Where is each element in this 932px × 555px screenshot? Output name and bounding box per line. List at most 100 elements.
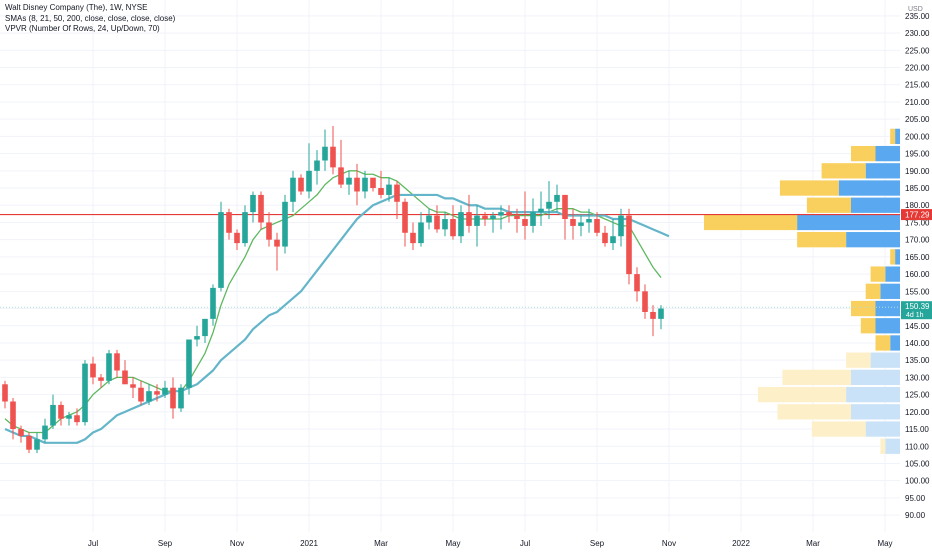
candle-body[interactable] xyxy=(226,212,232,233)
candle-body[interactable] xyxy=(346,177,352,185)
candle-body[interactable] xyxy=(114,353,120,371)
candle-body[interactable] xyxy=(330,146,336,168)
candle-body[interactable] xyxy=(546,201,552,209)
candle-body[interactable] xyxy=(594,219,600,233)
candle-body[interactable] xyxy=(602,232,608,244)
candle-body[interactable] xyxy=(138,387,144,402)
candle-body[interactable] xyxy=(42,425,48,440)
candle-body[interactable] xyxy=(266,222,272,240)
volume-profile-up-bar xyxy=(895,128,900,145)
candle-body[interactable] xyxy=(370,177,376,189)
candle-body[interactable] xyxy=(610,236,616,244)
candle-body[interactable] xyxy=(10,401,16,430)
candle-body[interactable] xyxy=(362,177,368,192)
candle-body[interactable] xyxy=(562,194,568,220)
legend-symbol[interactable]: Walt Disney Company (The), 1W, NYSE xyxy=(5,3,148,12)
candle-body[interactable] xyxy=(146,391,152,402)
y-tick-label: 95.00 xyxy=(905,494,926,503)
candle-body[interactable] xyxy=(570,219,576,226)
candle-body[interactable] xyxy=(250,194,256,213)
candle-body[interactable] xyxy=(426,215,432,223)
candle-body[interactable] xyxy=(50,404,56,426)
y-tick-label: 140.00 xyxy=(905,339,930,348)
candle-body[interactable] xyxy=(290,177,296,202)
volume-profile-up-bar xyxy=(885,438,900,454)
candle-body[interactable] xyxy=(154,391,160,395)
candle-body[interactable] xyxy=(482,215,488,220)
candle-body[interactable] xyxy=(354,177,360,192)
candle-body[interactable] xyxy=(642,291,648,312)
candle-body[interactable] xyxy=(578,222,584,226)
candle-body[interactable] xyxy=(306,170,312,192)
candle-body[interactable] xyxy=(162,387,168,395)
candle-body[interactable] xyxy=(466,212,472,226)
candle-body[interactable] xyxy=(130,384,136,388)
candle-body[interactable] xyxy=(26,435,32,450)
candle-body[interactable] xyxy=(202,318,208,337)
legend-vpvr[interactable]: VPVR (Number Of Rows, 24, Up/Down, 70) xyxy=(5,24,160,33)
candle-body[interactable] xyxy=(442,219,448,230)
candle-body[interactable] xyxy=(394,184,400,202)
candle-body[interactable] xyxy=(658,308,664,319)
y-tick-label: 210.00 xyxy=(905,98,930,107)
candle-body[interactable] xyxy=(538,208,544,213)
candle-body[interactable] xyxy=(458,212,464,237)
candle-body[interactable] xyxy=(170,387,176,409)
candle-body[interactable] xyxy=(218,212,224,288)
candle-body[interactable] xyxy=(66,415,72,419)
y-tick-label: 215.00 xyxy=(905,81,930,90)
candle-body[interactable] xyxy=(234,232,240,244)
candle-body[interactable] xyxy=(434,215,440,230)
candle-body[interactable] xyxy=(34,439,40,450)
candle-body[interactable] xyxy=(98,377,104,381)
candle-body[interactable] xyxy=(586,219,592,223)
candle-body[interactable] xyxy=(634,274,640,292)
candle-body[interactable] xyxy=(514,215,520,220)
price-axis[interactable] xyxy=(900,0,932,550)
candle-body[interactable] xyxy=(194,336,200,340)
candle-body[interactable] xyxy=(178,387,184,409)
candle-body[interactable] xyxy=(626,215,632,275)
candle-body[interactable] xyxy=(618,215,624,237)
candle-body[interactable] xyxy=(650,311,656,319)
candle-body[interactable] xyxy=(298,177,304,192)
candle-body[interactable] xyxy=(282,201,288,247)
candle-body[interactable] xyxy=(490,215,496,220)
candle-body[interactable] xyxy=(18,429,24,436)
candle-body[interactable] xyxy=(450,219,456,237)
candle-body[interactable] xyxy=(474,215,480,226)
candle-body[interactable] xyxy=(522,219,528,226)
candle-body[interactable] xyxy=(554,194,560,202)
candle-body[interactable] xyxy=(58,404,64,419)
candle-body[interactable] xyxy=(186,339,192,388)
time-axis[interactable] xyxy=(0,532,900,550)
candle-body[interactable] xyxy=(210,287,216,319)
candle-body[interactable] xyxy=(338,167,344,185)
candle-body[interactable] xyxy=(258,194,264,223)
last-price-countdown: 4d 1h xyxy=(906,312,924,319)
candle-body[interactable] xyxy=(74,415,80,423)
candle-body[interactable] xyxy=(378,188,384,195)
candle-body[interactable] xyxy=(314,160,320,171)
candle-body[interactable] xyxy=(410,232,416,244)
legend-sma[interactable]: SMAs (8, 21, 50, 200, close, close, clos… xyxy=(5,13,176,23)
volume-profile-up-bar xyxy=(870,352,900,368)
candle-body[interactable] xyxy=(82,363,88,423)
candle-body[interactable] xyxy=(90,363,96,378)
candle-body[interactable] xyxy=(242,212,248,244)
volume-profile-down-bar xyxy=(777,404,851,420)
candle-body[interactable] xyxy=(322,146,328,161)
candle-body[interactable] xyxy=(498,212,504,216)
y-tick-label: 220.00 xyxy=(905,64,930,73)
candle-body[interactable] xyxy=(386,184,392,195)
candle-body[interactable] xyxy=(122,370,128,385)
candle-body[interactable] xyxy=(530,212,536,226)
candle-body[interactable] xyxy=(274,239,280,247)
candle-body[interactable] xyxy=(418,222,424,244)
candle-body[interactable] xyxy=(2,384,8,402)
candle-body[interactable] xyxy=(106,353,112,381)
candle-body[interactable] xyxy=(402,201,408,233)
candle-body[interactable] xyxy=(506,212,512,216)
